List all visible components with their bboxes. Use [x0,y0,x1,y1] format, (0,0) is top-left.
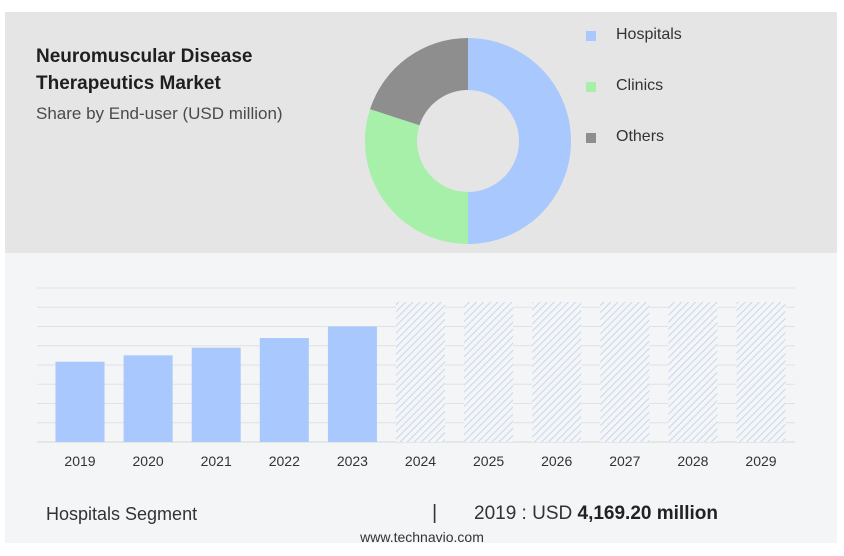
footer-separator: | [432,502,438,524]
bar-2022 [259,338,309,442]
donut-slice-hospitals [468,38,571,244]
x-tick-label-2021: 2021 [201,453,232,469]
x-tick-label-2026: 2026 [541,453,572,469]
bar-2023 [327,326,377,442]
legend-swatch-others [586,133,596,143]
segment-value: 2019 : USD 4,169.20 million [474,503,718,525]
x-tick-label-2025: 2025 [473,453,504,469]
donut-slice-others [370,38,468,126]
donut-slice-clinics [364,109,468,244]
x-tick-label-2028: 2028 [677,453,708,469]
bar-2021 [191,347,241,442]
bar-2020 [123,355,173,442]
legend-swatch-clinics [586,82,596,92]
forecast-bar-2025 [464,302,514,442]
x-tick-label-2027: 2027 [609,453,640,469]
forecast-bar-2026 [532,302,582,442]
x-tick-label-2020: 2020 [133,453,164,469]
legend-label-hospitals: Hospitals [616,26,682,43]
x-tick-label-2023: 2023 [337,453,368,469]
forecast-bar-2028 [668,302,718,442]
x-tick-label-2019: 2019 [64,453,95,469]
segment-label: Hospitals Segment [46,504,198,524]
legend-swatch-hospitals [586,31,596,41]
forecast-bar-2024 [396,302,445,442]
segment-value-amount: 4,169.20 million [577,503,718,524]
forecast-bar-2029 [736,302,786,442]
x-tick-label-2024: 2024 [405,453,436,469]
legend-label-clinics: Clinics [616,77,664,94]
bar-2019 [55,361,105,442]
legend-label-others: Others [616,128,665,145]
x-tick-label-2022: 2022 [269,453,300,469]
chart-subtitle: Share by End-user (USD million) [36,104,283,123]
source-credit: www.technavio.com [360,529,484,545]
forecast-bar-2027 [600,302,650,442]
x-tick-label-2029: 2029 [745,453,776,469]
chart-title: Neuromuscular Disease Therapeutics Marke… [36,46,253,94]
segment-value-prefix: 2019 : USD [474,503,573,524]
